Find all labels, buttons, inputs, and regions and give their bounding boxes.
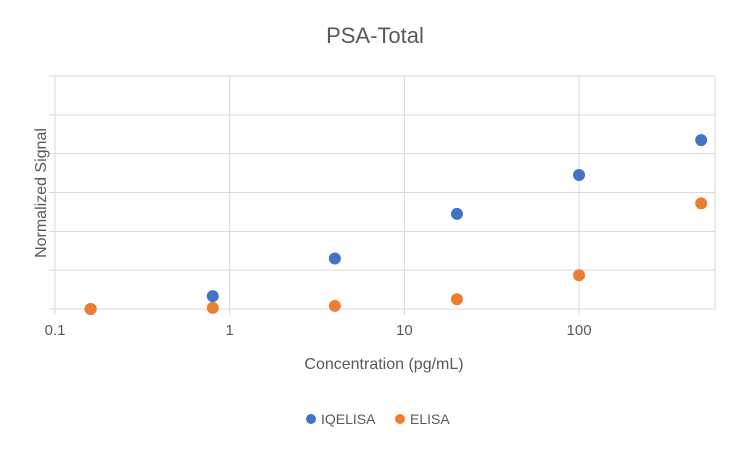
chart-title: PSA-Total	[326, 23, 424, 48]
y-axis-label: Normalized Signal	[33, 128, 50, 258]
legend-marker-iqelisa	[306, 414, 316, 424]
data-point-iqelisa	[450, 207, 463, 220]
data-point-iqelisa	[206, 290, 219, 303]
data-points	[84, 134, 708, 315]
data-point-elisa	[206, 301, 219, 314]
x-tick-label: 1	[226, 322, 234, 339]
series-iqelisa	[84, 134, 708, 315]
series-elisa	[84, 197, 708, 315]
x-tick-label: 0.1	[45, 322, 66, 339]
data-point-elisa	[695, 197, 708, 210]
legend: IQELISA ELISA	[306, 411, 450, 427]
x-tick-label: 10	[396, 322, 413, 339]
data-point-iqelisa	[573, 169, 586, 182]
data-point-elisa	[573, 269, 586, 282]
legend-label-elisa: ELISA	[410, 411, 450, 427]
data-point-elisa	[328, 299, 341, 312]
legend-label-iqelisa: IQELISA	[321, 411, 376, 427]
data-point-elisa	[450, 293, 463, 306]
data-point-elisa	[84, 303, 97, 315]
x-axis-label: Concentration (pg/mL)	[304, 356, 463, 373]
grid-layer	[49, 75, 716, 315]
data-point-iqelisa	[328, 252, 341, 265]
legend-marker-elisa	[395, 414, 405, 424]
x-tick-labels: 0.1 1 10 100	[45, 322, 592, 339]
data-point-iqelisa	[695, 134, 708, 147]
x-tick-label: 100	[567, 322, 592, 339]
